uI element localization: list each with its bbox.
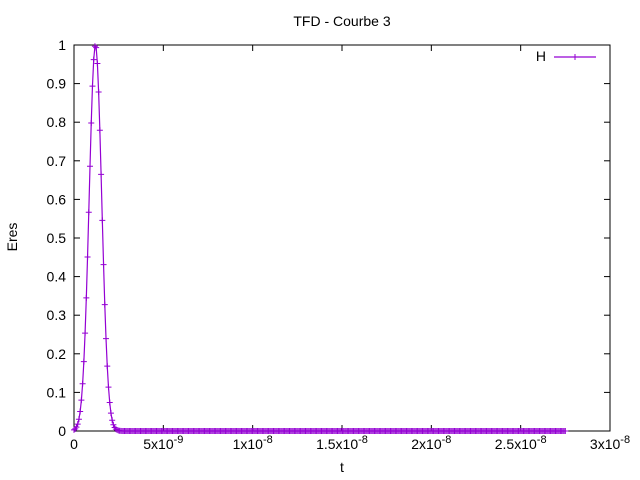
x-tick-label: 2x10-8 [411,434,451,452]
series-point [93,44,100,51]
series-point [91,43,98,50]
y-tick-label: 0.9 [47,76,67,92]
series-point [107,410,114,417]
legend-marker [572,54,578,60]
y-tick-label: 1 [58,37,66,53]
x-tick-label: 1x10-8 [233,434,273,452]
plot-frame [73,44,611,432]
series-point [89,83,96,90]
y-tick-label: 0.2 [47,346,67,362]
series-point [95,89,102,96]
series-point [106,399,113,406]
y-tick-label: 0.3 [47,307,67,323]
series-point [103,335,110,342]
y-tick-label: 0.5 [47,230,67,246]
series-point [110,421,117,428]
x-tick-label: 1.5x10-8 [316,434,368,452]
series-point [105,384,112,391]
series-point [90,56,97,63]
series-point [78,397,85,404]
axis-ticks: 0 0.1 0.2 0.3 0.4 0.5 0.6 0.7 0.8 0.9 1 0 5x10-9 1x10… [47,37,631,452]
series-point [74,421,81,428]
series-point [100,261,107,268]
y-tick-label: 0.7 [47,153,67,169]
series-point [82,330,89,337]
y-tick-label: 0.8 [47,114,67,130]
series-point [99,217,106,224]
series-point [73,424,80,431]
x-tick-label: 2.5x10-8 [495,434,547,452]
plot-area [73,44,611,432]
chart-title: TFD - Courbe 3 [293,13,390,29]
series-point [83,294,90,301]
series-point [109,417,116,424]
series-line [73,44,566,432]
x-tick-label: 5x10-9 [143,434,183,452]
series-point [75,416,82,423]
series-point [87,163,94,170]
y-tick-label: 0.1 [47,384,67,400]
series-point [84,254,91,261]
series-point [80,358,87,365]
series-point [85,209,92,216]
series-point [88,119,95,126]
y-tick-label: 0 [58,423,66,439]
y-axis-label: Eres [4,223,20,252]
legend: H [536,48,596,64]
series-point [96,127,103,134]
series-point [77,408,84,415]
x-tick-label: 3x10-8 [590,434,630,452]
y-tick-label: 0.6 [47,191,67,207]
legend-label: H [536,48,546,64]
series-point [79,380,86,387]
series-point [104,363,111,370]
x-tick-label: 0 [70,436,78,452]
series-point [562,428,569,434]
series-group [71,43,569,434]
series-point [98,171,105,178]
y-tick-label: 0.4 [47,269,67,285]
series-point [94,60,101,67]
x-axis-label: t [340,459,344,475]
series-point [101,301,108,308]
